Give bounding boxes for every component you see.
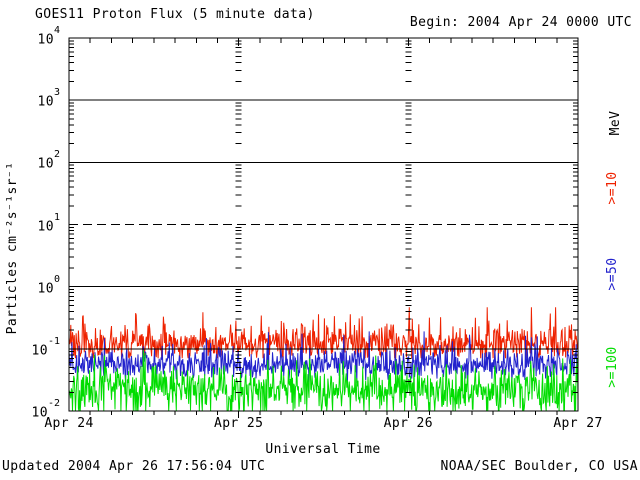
begin-timestamp-label: Begin: 2004 Apr 24 0000 UTC bbox=[409, 15, 632, 30]
y-tick-label-0: 100 bbox=[12, 274, 61, 296]
legend-label-100mev: >=100 bbox=[605, 346, 620, 388]
y-tick-base: 10 bbox=[37, 218, 54, 234]
x-tick-label-apr-24: Apr 24 bbox=[44, 416, 94, 431]
y-tick-label--1: 10-1 bbox=[12, 336, 60, 359]
updated-timestamp-label: Updated 2004 Apr 26 17:56:04 UTC bbox=[2, 459, 266, 474]
y-tick-base: 10 bbox=[31, 405, 48, 421]
right-axis-units-label: MeV bbox=[608, 110, 623, 136]
y-tick-exponent: 0 bbox=[53, 273, 60, 285]
series-line-gege50 bbox=[68, 331, 579, 384]
y-tick-label-1: 101 bbox=[12, 212, 61, 234]
y-tick-base: 10 bbox=[37, 94, 54, 110]
y-tick-exponent: 2 bbox=[53, 149, 60, 161]
y-tick-exponent: 3 bbox=[53, 87, 60, 99]
x-axis-label: Universal Time bbox=[265, 442, 381, 457]
x-tick-label-apr-26: Apr 26 bbox=[383, 416, 434, 431]
y-tick-exponent: -1 bbox=[47, 335, 60, 347]
y-tick-label--2: 10-2 bbox=[12, 398, 60, 421]
series-line-gege100 bbox=[68, 350, 579, 412]
series-line-gege10 bbox=[68, 307, 579, 360]
y-tick-base: 10 bbox=[31, 343, 48, 359]
x-tick-label-apr-27: Apr 27 bbox=[553, 416, 603, 431]
y-tick-base: 10 bbox=[37, 280, 54, 296]
y-tick-label-4: 104 bbox=[12, 25, 61, 48]
y-tick-exponent: -2 bbox=[47, 398, 60, 409]
y-tick-base: 10 bbox=[37, 156, 54, 172]
y-tick-base: 10 bbox=[37, 32, 54, 48]
y-tick-exponent: 4 bbox=[53, 25, 60, 36]
y-tick-label-2: 102 bbox=[12, 149, 61, 172]
chart-title: GOES11 Proton Flux (5 minute data) bbox=[35, 7, 315, 22]
legend-label-10mev: >=10 bbox=[605, 171, 620, 205]
y-axis-label: Particles cm⁻²s⁻¹sr⁻¹ bbox=[5, 161, 20, 335]
x-tick-label-apr-25: Apr 25 bbox=[213, 416, 264, 431]
y-tick-exponent: 1 bbox=[53, 211, 60, 223]
source-attribution-label: NOAA/SEC Boulder, CO USA bbox=[440, 459, 638, 474]
y-tick-label-3: 103 bbox=[12, 87, 61, 110]
legend-label-50mev: >=50 bbox=[605, 257, 620, 291]
